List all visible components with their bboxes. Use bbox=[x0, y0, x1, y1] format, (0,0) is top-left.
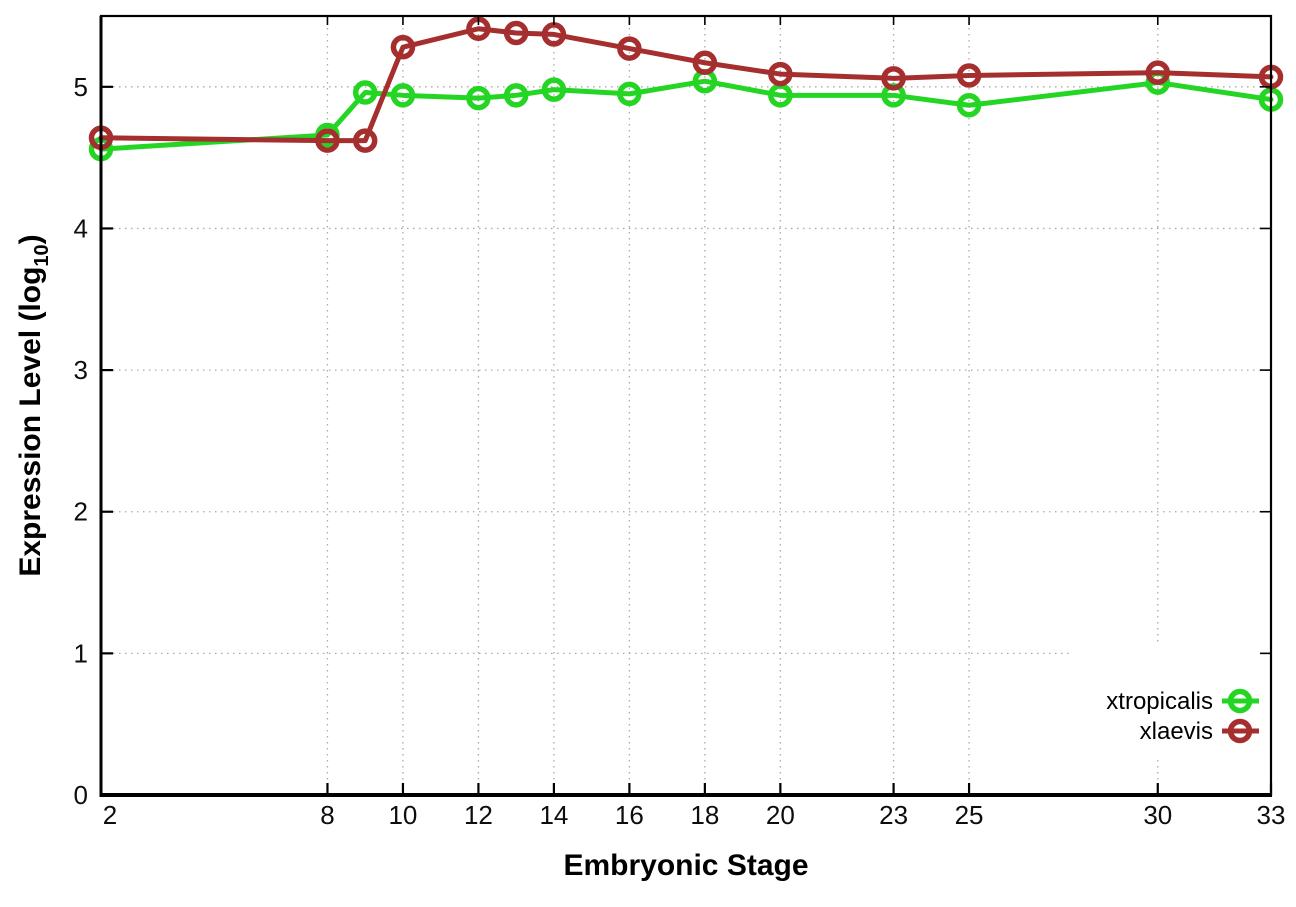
legend-item-xlaevis: xlaevis bbox=[1140, 718, 1259, 745]
data-point-xlaevis-stage-18 bbox=[692, 50, 718, 75]
y-axis-title-main: Expression Level (log bbox=[14, 267, 47, 577]
x-tick-label-25: 25 bbox=[955, 800, 984, 830]
data-point-xlaevis-stage-20 bbox=[768, 61, 793, 87]
x-axis-title: Embryonic Stage bbox=[563, 849, 808, 882]
y-axis-title-end: ) bbox=[14, 234, 47, 244]
data-point-xtropicalis-stage-12 bbox=[466, 85, 491, 111]
data-point-xlaevis-stage-8 bbox=[315, 128, 340, 153]
x-tick-label-16: 16 bbox=[615, 800, 644, 830]
x-tick-label-8: 8 bbox=[320, 800, 334, 830]
legend-item-xtropicalis: xtropicalis bbox=[1106, 688, 1259, 715]
data-point-xlaevis-stage-30 bbox=[1145, 60, 1171, 85]
series-line-xtropicalis bbox=[98, 78, 1274, 152]
y-axis-title: Expression Level (log10) bbox=[14, 234, 53, 576]
y-tick-label-4: 4 bbox=[74, 213, 88, 243]
x-tick-label-20: 20 bbox=[766, 800, 795, 830]
y-tick-label-1: 1 bbox=[74, 638, 88, 668]
series-line-xlaevis bbox=[98, 26, 1274, 144]
x-tick-label-18: 18 bbox=[690, 800, 719, 830]
x-tick-label-23: 23 bbox=[879, 800, 908, 830]
legend-label-xtropicalis: xtropicalis bbox=[1106, 688, 1213, 715]
x-tick-label-2: 2 bbox=[103, 800, 117, 830]
x-tick-label-10: 10 bbox=[388, 800, 417, 830]
y-tick-label-2: 2 bbox=[74, 497, 88, 527]
x-tick-label-14: 14 bbox=[539, 800, 568, 830]
legend-marker-xlaevis bbox=[1227, 718, 1253, 744]
data-point-xtropicalis-stage-10 bbox=[390, 83, 416, 108]
data-point-xtropicalis-stage-25 bbox=[956, 92, 982, 118]
data-point-xtropicalis-stage-9 bbox=[352, 80, 378, 105]
y-tick-label-0: 0 bbox=[74, 780, 88, 810]
legend-label-xlaevis: xlaevis bbox=[1140, 718, 1213, 745]
y-axis-title-subscript: 10 bbox=[31, 244, 53, 266]
y-tick-label-5: 5 bbox=[74, 72, 88, 102]
data-point-xlaevis-stage-25 bbox=[956, 63, 982, 88]
x-tick-label-12: 12 bbox=[464, 800, 493, 830]
x-tick-label-30: 30 bbox=[1143, 800, 1172, 830]
data-point-xtropicalis-stage-14 bbox=[541, 77, 567, 102]
legend-marker-xtropicalis bbox=[1227, 688, 1253, 714]
data-point-xlaevis-stage-10 bbox=[390, 34, 416, 60]
data-point-xlaevis-stage-16 bbox=[617, 36, 642, 61]
data-point-xlaevis-stage-13 bbox=[503, 20, 529, 46]
data-point-xlaevis-stage-9 bbox=[352, 128, 378, 153]
x-tick-label-33: 33 bbox=[1257, 800, 1286, 830]
data-point-xtropicalis-stage-13 bbox=[503, 83, 529, 108]
data-point-xtropicalis-stage-16 bbox=[617, 81, 642, 107]
data-point-xlaevis-stage-23 bbox=[881, 66, 906, 91]
y-tick-label-3: 3 bbox=[74, 355, 88, 385]
